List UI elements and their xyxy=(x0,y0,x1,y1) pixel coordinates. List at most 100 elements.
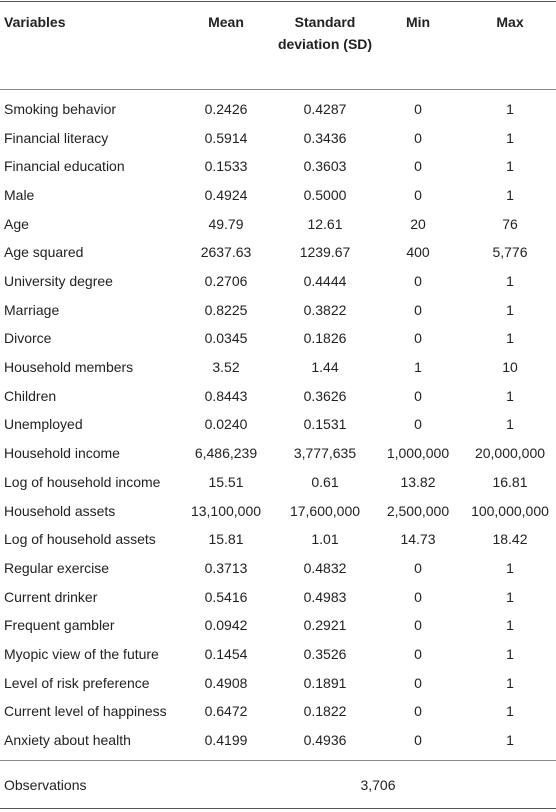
cell-value: 0 xyxy=(414,416,422,433)
bottom-rule xyxy=(0,808,556,809)
cell-value: 0 xyxy=(414,129,422,146)
cell-value: 400 xyxy=(406,244,430,261)
cell-value: 0 xyxy=(414,645,422,662)
cell-value: 1 xyxy=(506,674,514,691)
cell-value: 1 xyxy=(506,330,514,347)
cell-value: 49.79 xyxy=(208,215,244,232)
cell-value: 0 xyxy=(414,330,422,347)
cell-value: 1 xyxy=(506,731,514,748)
cell-value: 14.73 xyxy=(400,531,436,548)
cell-value: 0 xyxy=(414,273,422,290)
cell-value: 2,500,000 xyxy=(386,502,450,519)
cell-value: 13.82 xyxy=(400,473,436,490)
cell-value: 1,000,000 xyxy=(386,445,450,462)
cell-value: 6,486,239 xyxy=(194,445,258,462)
cell-value: 1 xyxy=(506,617,514,634)
row-label: Anxiety about health xyxy=(4,731,131,748)
row-label: Smoking behavior xyxy=(4,101,117,117)
cell-value: 0 xyxy=(414,187,422,204)
footer-label: Observations xyxy=(4,777,87,793)
cell-value: 20,000,000 xyxy=(474,445,546,462)
cell-value: 0.1891 xyxy=(303,674,347,691)
cell-value: 0 xyxy=(414,101,422,117)
cell-value: 0.1531 xyxy=(303,416,347,433)
row-label: Current level of happiness xyxy=(4,703,167,720)
cell-value: 0.4908 xyxy=(204,674,248,691)
row-label: Log of household income xyxy=(4,473,161,490)
row-label: Financial literacy xyxy=(4,129,109,146)
cell-value: 1 xyxy=(414,359,422,376)
cell-value: 0.0240 xyxy=(204,416,248,433)
row-label: Divorce xyxy=(4,330,52,347)
cell-value: 76 xyxy=(502,215,518,232)
cell-value: 0.4924 xyxy=(204,187,248,204)
cell-value: 0.8225 xyxy=(204,301,248,318)
cell-value: 1 xyxy=(506,129,514,146)
cell-value: 0.1826 xyxy=(303,330,347,347)
cell-value: 3,777,635 xyxy=(293,445,357,462)
cell-value: 0.1822 xyxy=(303,703,347,720)
cell-value: 0.5000 xyxy=(303,187,347,204)
cell-value: 0.4983 xyxy=(303,588,347,605)
top-rule xyxy=(0,1,556,2)
row-label: Male xyxy=(4,187,35,204)
column-header: Min xyxy=(405,14,431,30)
column-header: Standard deviation (SD) xyxy=(277,14,373,52)
row-label: Household assets xyxy=(4,502,116,519)
cell-value: 18.42 xyxy=(492,531,528,548)
row-label: Current drinker xyxy=(4,588,98,605)
column-header: Mean xyxy=(208,14,244,30)
cell-value: 0 xyxy=(414,588,422,605)
cell-value: 0 xyxy=(414,158,422,175)
cell-value: 0 xyxy=(414,617,422,634)
cell-value: 1 xyxy=(506,703,514,720)
row-label: Log of household assets xyxy=(4,531,156,548)
cell-value: 0.8443 xyxy=(204,387,248,404)
cell-value: 0.61 xyxy=(311,473,339,490)
row-label: Unemployed xyxy=(4,416,83,433)
cell-value: 13,100,000 xyxy=(190,502,262,519)
cell-value: 0 xyxy=(414,301,422,318)
cell-value: 0.3626 xyxy=(303,387,347,404)
cell-value: 0.2426 xyxy=(204,101,248,117)
row-label: Household members xyxy=(4,359,134,376)
cell-value: 0.4936 xyxy=(303,731,347,748)
cell-value: 0.5416 xyxy=(204,588,248,605)
cell-value: 0 xyxy=(414,387,422,404)
cell-value: 1 xyxy=(506,187,514,204)
cell-value: 0.0345 xyxy=(204,330,248,347)
cell-value: 0.3822 xyxy=(303,301,347,318)
row-label: University degree xyxy=(4,273,113,290)
cell-value: 17,600,000 xyxy=(289,502,361,519)
cell-value: 0 xyxy=(414,674,422,691)
cell-value: 10 xyxy=(502,359,518,376)
cell-value: 0 xyxy=(414,559,422,576)
row-label: Age xyxy=(4,215,29,232)
cell-value: 0.5914 xyxy=(204,129,248,146)
cell-value: 0.4444 xyxy=(303,273,347,290)
cell-value: 1 xyxy=(506,387,514,404)
row-label: Regular exercise xyxy=(4,559,110,576)
cell-value: 0.3713 xyxy=(204,559,248,576)
cell-value: 0.0942 xyxy=(204,617,248,634)
cell-value: 100,000,000 xyxy=(471,502,549,519)
header-rule xyxy=(0,89,556,90)
cell-value: 0.2921 xyxy=(303,617,347,634)
row-label: Age squared xyxy=(4,244,84,261)
row-label: Household income xyxy=(4,445,120,462)
cell-value: 1.44 xyxy=(311,359,339,376)
cell-value: 1.01 xyxy=(311,531,339,548)
footer-value: 3,706 xyxy=(360,777,396,793)
cell-value: 12.61 xyxy=(307,215,343,232)
cell-value: 0 xyxy=(414,703,422,720)
cell-value: 0.3526 xyxy=(303,645,347,662)
cell-value: 0.4199 xyxy=(204,731,248,748)
cell-value: 1 xyxy=(506,158,514,175)
cell-value: 0.1533 xyxy=(204,158,248,175)
row-label: Myopic view of the future xyxy=(4,645,159,662)
cell-value: 0.1454 xyxy=(204,645,248,662)
cell-value: 2637.63 xyxy=(200,244,252,261)
column-header: Variables xyxy=(4,14,66,30)
cell-value: 1 xyxy=(506,416,514,433)
cell-value: 0.3436 xyxy=(303,129,347,146)
